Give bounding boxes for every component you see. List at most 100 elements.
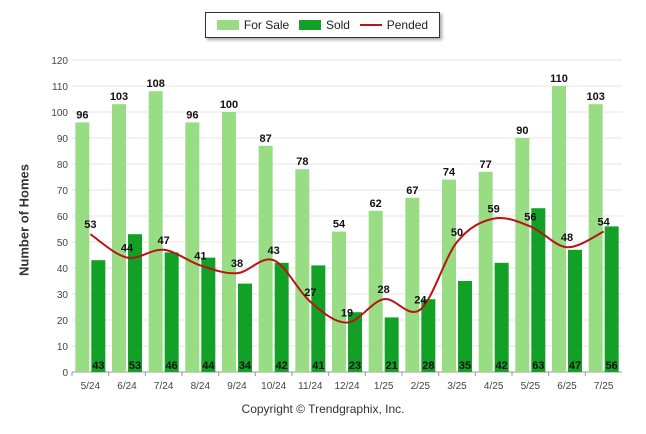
y-tick-label: 70 [57,186,69,197]
data-label-for-sale: 100 [220,99,238,111]
bar-sold [568,249,582,372]
legend-item-sold[interactable]: Sold [298,18,350,32]
bar-sold [274,262,289,372]
x-tick-label: 7/25 [594,381,614,392]
data-label-pended: 19 [341,308,353,320]
x-tick-label: 2/25 [411,381,431,392]
data-label-pended: 54 [598,217,611,229]
data-label-for-sale: 110 [550,73,568,85]
bar-sold [91,260,106,372]
data-label-sold: 21 [386,360,398,372]
copyright-text: Copyright © Trendgraphix, Inc. [241,402,405,416]
data-label-pended: 47 [158,235,170,247]
legend-label-sold: Sold [325,18,350,32]
data-label-sold: 46 [166,360,178,372]
bar-sold [494,262,509,372]
data-label-for-sale: 90 [516,125,528,137]
x-tick-label: 9/24 [227,381,247,392]
data-label-pended: 53 [84,219,96,231]
data-label-for-sale: 96 [76,109,88,121]
y-tick-label: 30 [57,290,69,301]
data-label-pended: 27 [304,287,316,299]
bar-for-sale [405,197,420,372]
data-label-pended: 48 [561,232,573,244]
y-tick-label: 50 [57,238,69,249]
y-tick-label: 110 [52,82,68,93]
bar-for-sale [148,91,163,372]
x-tick-label: 6/24 [117,381,137,392]
legend-item-pended[interactable]: Pended [359,18,429,32]
data-label-for-sale: 62 [370,198,382,210]
legend: For Sale Sold Pended [205,12,440,38]
bar-sold [531,208,546,372]
data-label-sold: 43 [92,360,104,372]
x-tick-label: 5/24 [81,381,101,392]
data-label-sold: 56 [606,360,618,372]
y-tick-label: 20 [57,316,69,327]
bar-for-sale [75,122,90,373]
bar-sold [421,299,436,372]
data-label-for-sale: 103 [110,91,128,103]
data-label-sold: 34 [239,360,252,372]
bar-for-sale [332,231,346,372]
legend-label-pended: Pended [386,18,429,32]
data-label-pended: 43 [268,245,280,257]
x-tick-label: 7/24 [154,381,174,392]
x-tick-label: 5/25 [521,381,541,392]
x-tick-label: 11/24 [298,381,323,392]
data-label-for-sale: 87 [260,133,272,145]
data-label-sold: 53 [129,360,141,372]
bar-sold [348,312,362,372]
bar-for-sale [552,86,566,372]
data-label-pended: 41 [194,250,206,262]
x-tick-label: 10/24 [261,381,286,392]
data-label-for-sale: 96 [186,109,198,121]
x-tick-label: 3/25 [447,381,467,392]
data-label-for-sale: 77 [480,159,492,171]
legend-item-for-sale[interactable]: For Sale [216,18,290,32]
bar-sold [604,226,619,372]
bar-for-sale [112,104,126,372]
data-label-pended: 44 [121,243,134,255]
bar-sold [458,281,472,372]
data-label-sold: 44 [202,360,215,372]
bar-for-sale [478,171,493,372]
data-label-sold: 41 [312,360,324,372]
line-pended [89,216,605,324]
bar-sold [201,257,216,372]
data-label-sold: 23 [349,360,361,372]
data-label-for-sale: 108 [146,78,164,90]
data-label-pended: 24 [414,295,427,307]
bar-sold [128,234,142,372]
bar-for-sale [185,122,200,373]
bar-sold [311,265,326,372]
data-label-for-sale: 78 [296,156,308,168]
data-label-sold: 28 [422,360,434,372]
x-tick-label: 1/25 [374,381,394,392]
data-label-for-sale: 74 [443,167,456,179]
bar-for-sale [515,138,530,372]
data-label-pended: 56 [524,211,536,223]
bar-sold [384,317,399,372]
x-tick-label: 6/25 [557,381,577,392]
y-tick-label: 80 [57,160,69,171]
data-label-pended: 50 [451,227,463,239]
x-tick-label: 12/24 [334,381,359,392]
data-label-pended: 38 [231,258,243,270]
data-label-sold: 63 [532,360,544,372]
legend-swatch-pended [359,24,382,26]
y-tick-label: 120 [51,56,68,67]
legend-label-for-sale: For Sale [243,18,290,32]
y-tick-label: 10 [57,342,69,353]
data-label-for-sale: 103 [586,91,604,103]
bar-for-sale [295,169,310,372]
bar-for-sale [368,210,383,372]
y-tick-label: 60 [57,212,69,223]
data-label-pended: 59 [488,204,500,216]
y-tick-label: 90 [57,134,69,145]
data-label-sold: 47 [569,360,581,372]
y-tick-label: 100 [51,108,68,119]
bar-for-sale [222,112,236,372]
data-label-for-sale: 67 [406,185,418,197]
